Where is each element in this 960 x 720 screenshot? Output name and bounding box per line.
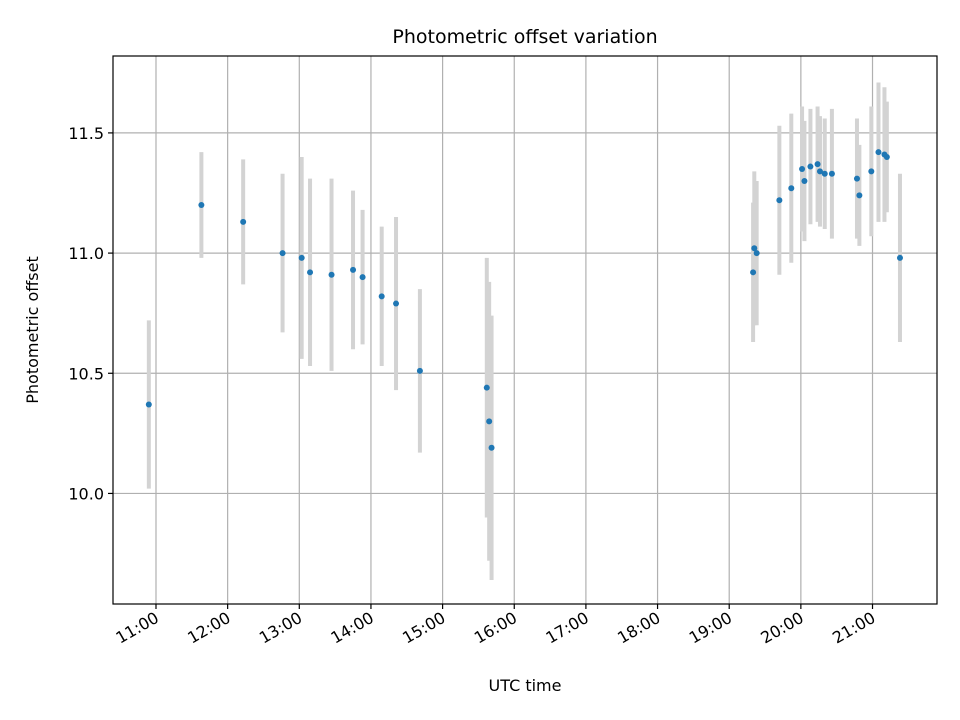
data-point (788, 185, 795, 192)
y-tick-label: 10.0 (68, 484, 104, 503)
data-point (828, 170, 835, 177)
x-axis-label: UTC time (489, 676, 562, 695)
data-point (393, 300, 400, 307)
data-point (853, 175, 860, 182)
data-point (488, 444, 495, 451)
data-point (416, 367, 423, 374)
data-point (896, 254, 903, 261)
data-point (799, 165, 806, 172)
data-point (350, 266, 357, 273)
y-tick-label: 10.5 (68, 364, 104, 383)
data-point (750, 269, 757, 276)
data-point (868, 168, 875, 175)
y-tick-label: 11.0 (68, 244, 104, 263)
data-point (816, 168, 823, 175)
data-point (359, 274, 366, 281)
plot-area (113, 56, 937, 604)
data-point (240, 218, 247, 225)
data-point (483, 384, 490, 391)
data-point (279, 250, 286, 257)
data-point (821, 170, 828, 177)
data-point (801, 177, 808, 184)
data-point (875, 149, 882, 156)
data-point (856, 192, 863, 199)
data-point (378, 293, 385, 300)
plot-frame (112, 55, 938, 605)
y-axis-label: Photometric offset (23, 256, 42, 404)
data-point (198, 202, 205, 209)
data-point (298, 254, 305, 261)
data-point (751, 245, 758, 252)
grid-layer (113, 56, 937, 604)
data-point (753, 250, 760, 257)
data-point (486, 418, 493, 425)
data-point (328, 271, 335, 278)
data-point (807, 163, 814, 170)
data-point (883, 153, 890, 160)
data-point (145, 401, 152, 408)
chart-title: Photometric offset variation (392, 26, 657, 48)
data-point (307, 269, 314, 276)
data-point (776, 197, 783, 204)
data-point (814, 161, 821, 168)
point-layer (145, 149, 903, 451)
y-tick-label: 11.5 (68, 124, 104, 143)
